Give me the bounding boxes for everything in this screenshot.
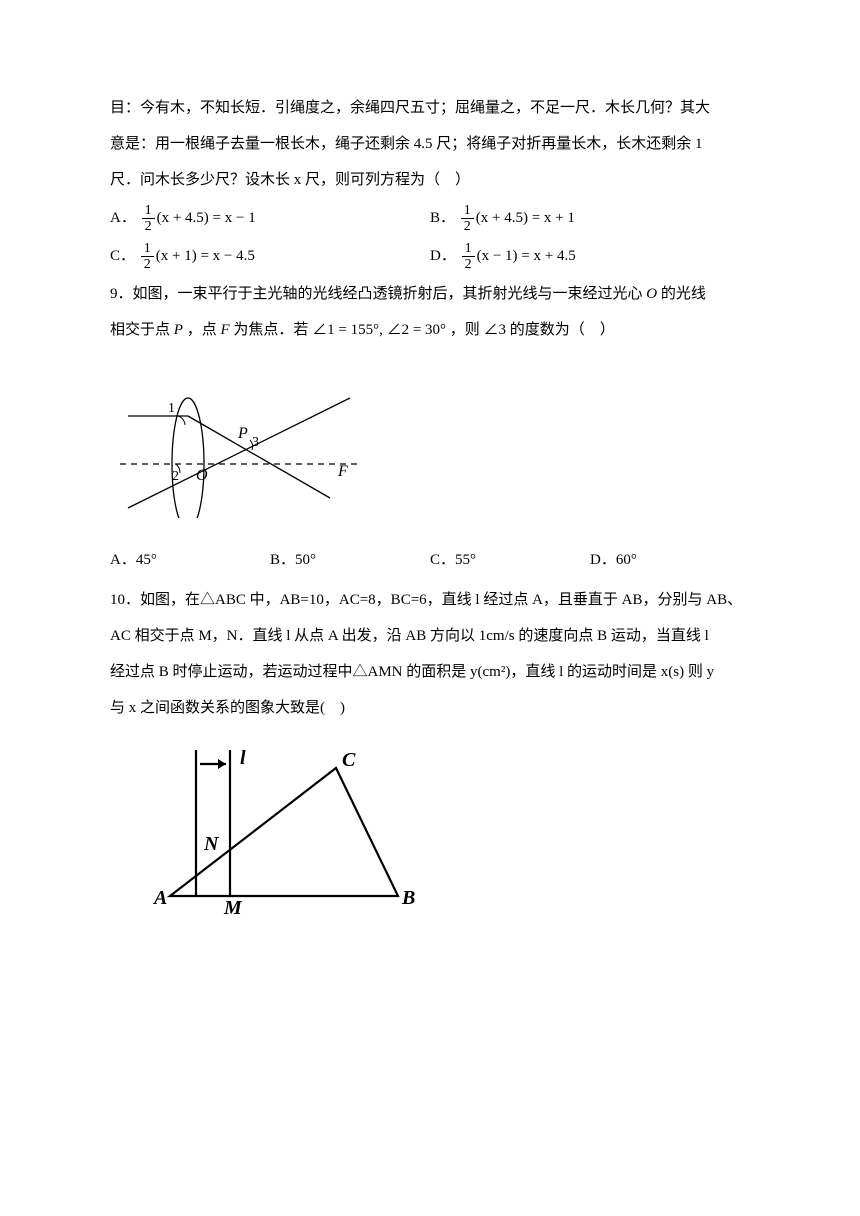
svg-text:F: F (337, 463, 348, 480)
q8-option-c: C． 12(x + 1) = x − 4.5 (110, 238, 430, 274)
lens-diagram-icon: 1 2 3 O P F (110, 358, 370, 518)
q8-options-row1: A． 12(x + 4.5) = x − 1 B． 12(x + 4.5) = … (110, 200, 750, 236)
svg-text:C: C (342, 749, 356, 771)
q10-line3: 经过点 B 时停止运动，若运动过程中△AMN 的面积是 y(cm²)，直线 l … (110, 654, 750, 690)
svg-text:A: A (152, 887, 167, 909)
svg-text:2: 2 (172, 469, 179, 484)
q9-line2: 相交于点 P ，点 F 为焦点．若 ∠1 = 155°, ∠2 = 30° ，则… (110, 312, 750, 348)
q8-line3: 尺．问木长多少尺？设木长 x 尺，则可列方程为（ ） (110, 162, 750, 198)
q8-line1: 目：今有木，不知长短．引绳度之，余绳四尺五寸；屈绳量之，不足一尺．木长几何？其大 (110, 90, 750, 126)
q10-line1: 10．如图，在△ABC 中，AB=10，AC=8，BC=6，直线 l 经过点 A… (110, 582, 750, 618)
q10-line2: AC 相交于点 M，N．直线 l 从点 A 出发，沿 AB 方向以 1cm/s … (110, 618, 750, 654)
svg-text:l: l (240, 747, 246, 769)
svg-text:1: 1 (168, 401, 175, 416)
svg-text:M: M (223, 897, 243, 919)
q8-line2: 意是：用一根绳子去量一根长木，绳子还剩余 4.5 尺；将绳子对折再量长木，长木还… (110, 126, 750, 162)
q8-option-a: A． 12(x + 4.5) = x − 1 (110, 200, 430, 236)
q9-option-b: B．50° (270, 542, 430, 578)
svg-text:B: B (401, 887, 415, 909)
q9-options: A．45° B．50° C．55° D．60° (110, 542, 750, 578)
q10-line4: 与 x 之间函数关系的图象大致是( ) (110, 690, 750, 726)
svg-text:3: 3 (252, 435, 259, 450)
q9-line1: 9．如图，一束平行于主光轴的光线经凸透镜折射后，其折射光线与一束经过光心 O 的… (110, 276, 750, 312)
q8-options-row2: C． 12(x + 1) = x − 4.5 D． 12(x − 1) = x … (110, 238, 750, 274)
q9-option-d: D．60° (590, 542, 750, 578)
q10-figure: l A B C M N (140, 736, 750, 940)
q9-figure: 1 2 3 O P F (110, 358, 750, 532)
svg-text:P: P (237, 425, 248, 442)
q9-option-c: C．55° (430, 542, 590, 578)
q8-option-b: B． 12(x + 4.5) = x + 1 (430, 200, 750, 236)
q9-option-a: A．45° (110, 542, 270, 578)
q8-option-d: D． 12(x − 1) = x + 4.5 (430, 238, 750, 274)
triangle-diagram-icon: l A B C M N (140, 736, 430, 926)
svg-text:N: N (203, 833, 220, 855)
svg-text:O: O (196, 467, 208, 484)
